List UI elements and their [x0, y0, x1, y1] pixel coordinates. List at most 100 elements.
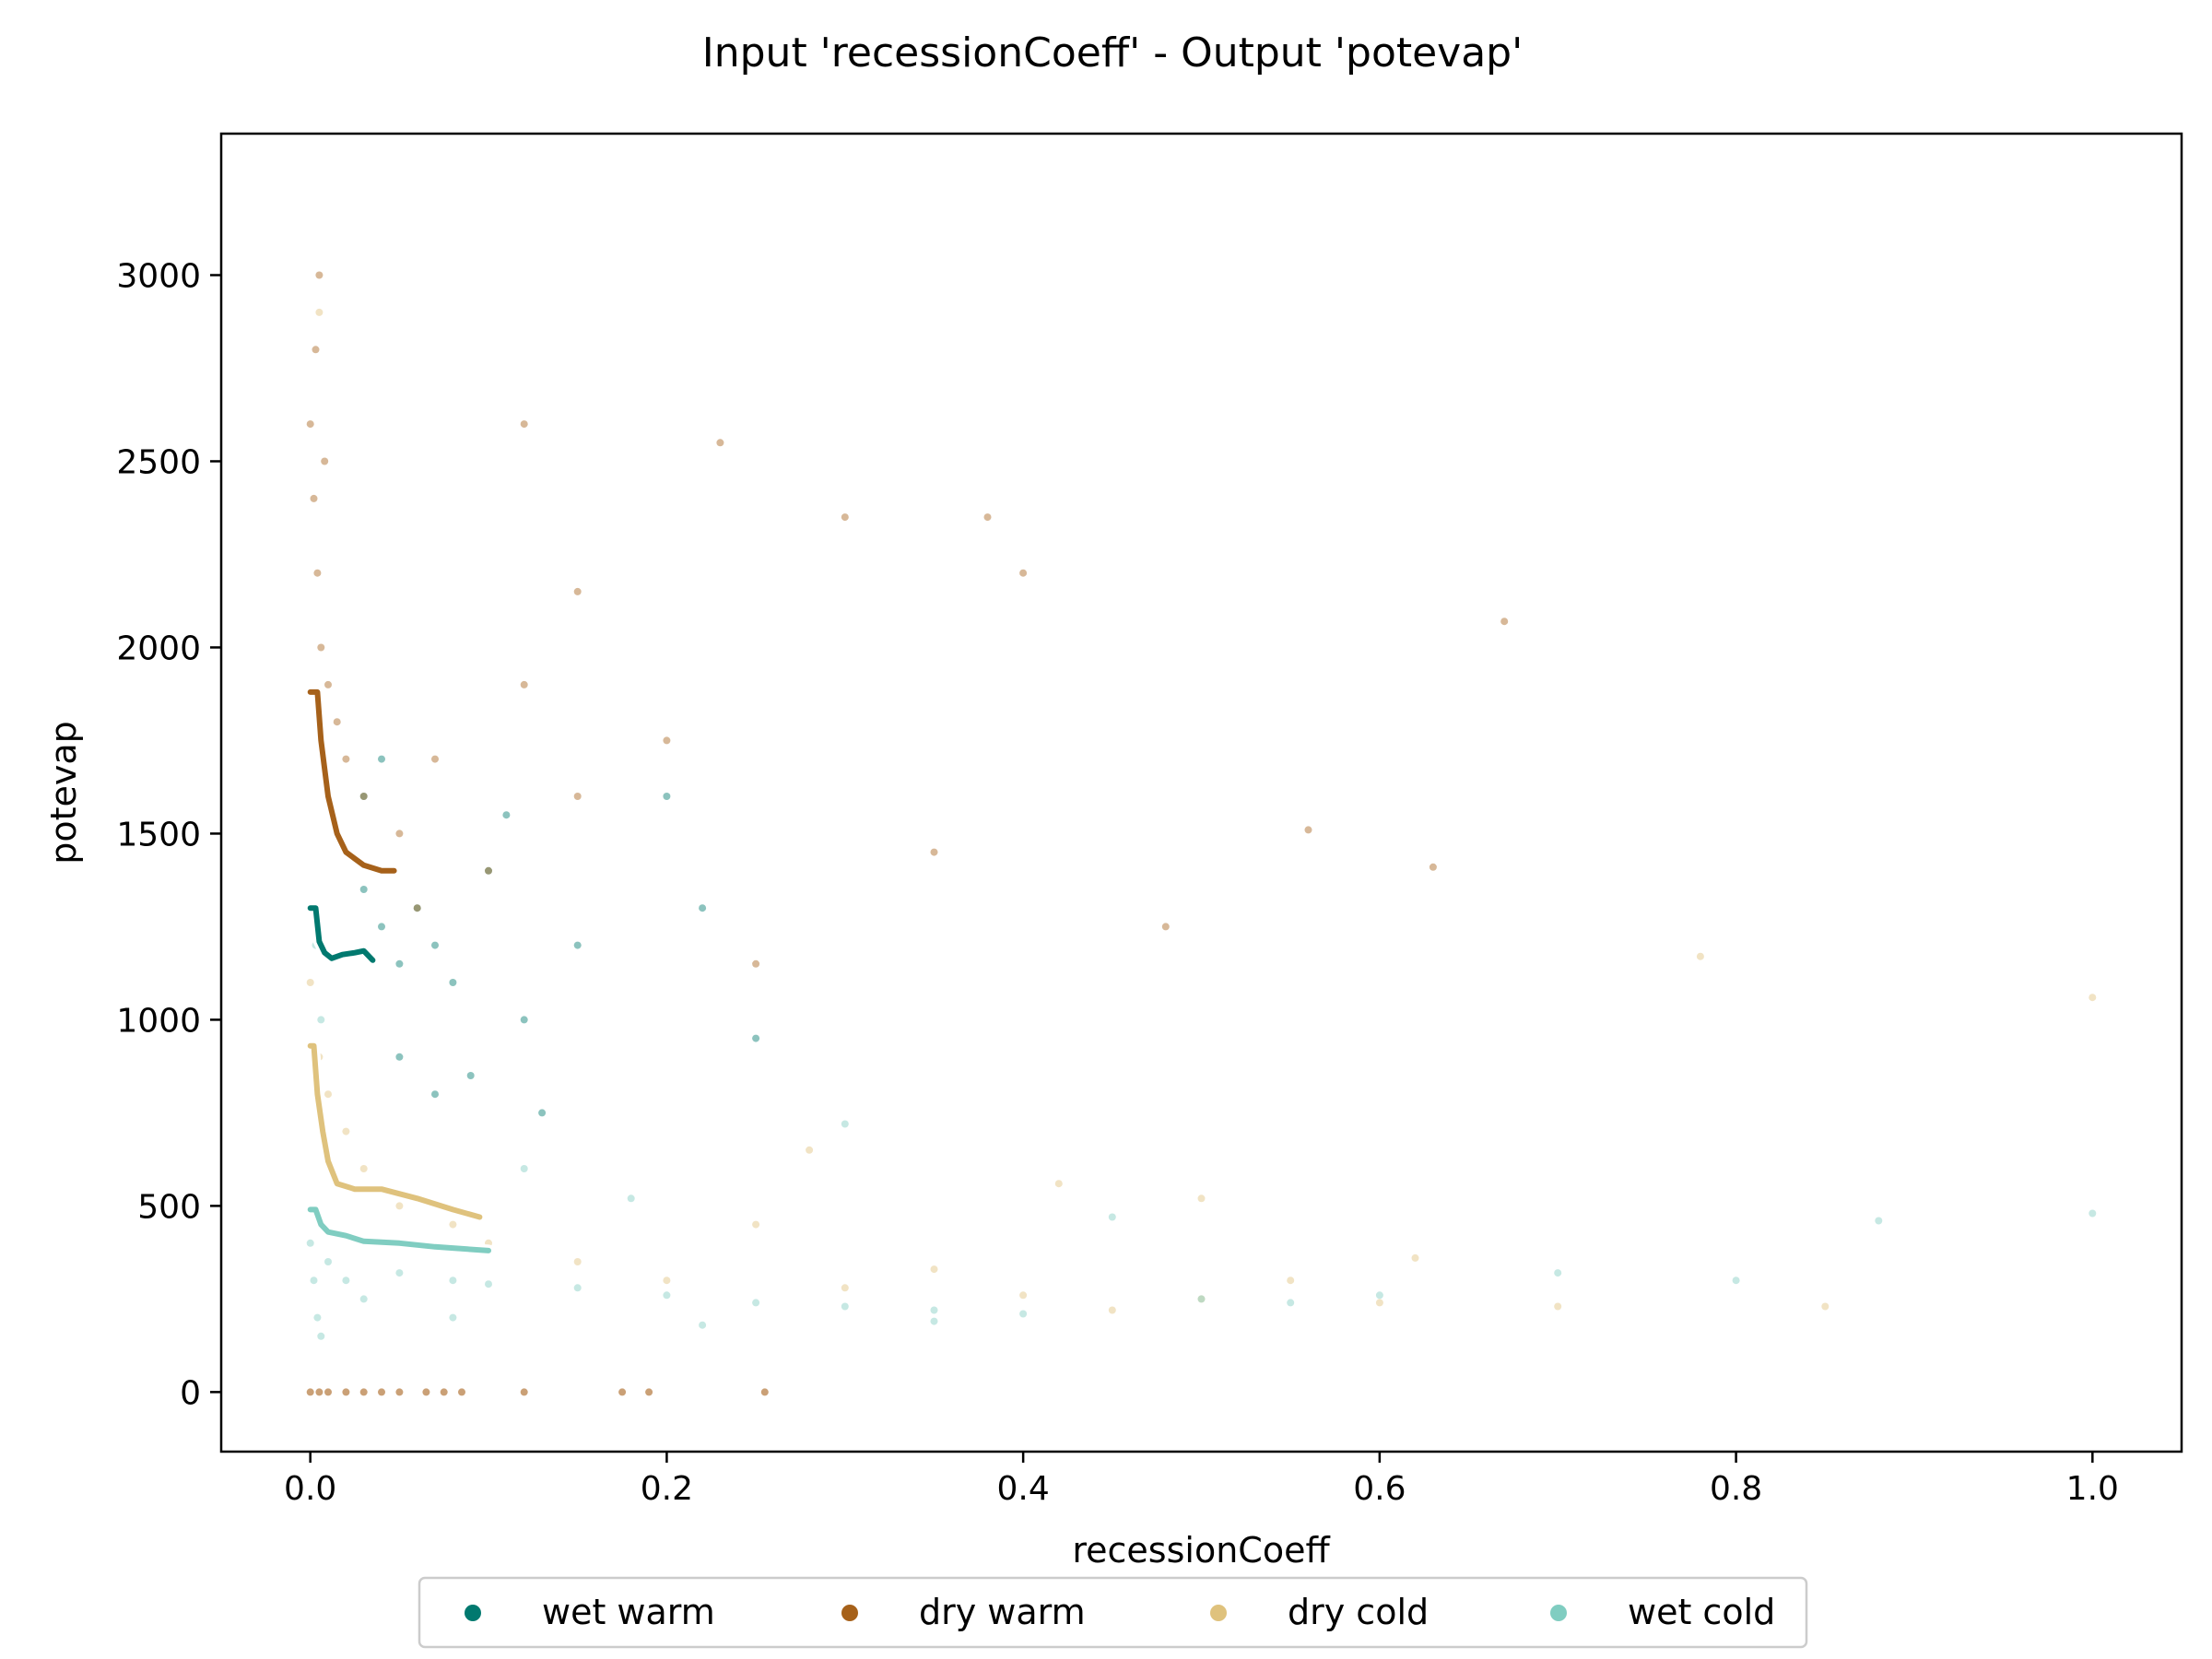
scatter-point-wet-cold [313, 1313, 322, 1322]
y-tick-label: 2500 [116, 443, 201, 481]
scatter-point-dry-warm [317, 643, 325, 652]
legend-label: wet warm [542, 1592, 715, 1632]
y-tick-label: 3000 [116, 258, 201, 296]
scatter-point-wet-warm [699, 904, 707, 912]
scatter-point-wet-cold [395, 1269, 404, 1277]
zero-value-point [760, 1388, 769, 1396]
scatter-point-dry-cold [2088, 994, 2097, 1002]
scatter-point-wet-cold [930, 1317, 938, 1325]
x-axis-label: recessionCoeff [1072, 1530, 1330, 1571]
legend-label: dry cold [1288, 1592, 1429, 1632]
scatter-point-dry-warm [1429, 863, 1437, 871]
zero-value-point [422, 1388, 430, 1396]
scatter-point-dry-cold [324, 1090, 332, 1099]
zero-value-point [342, 1388, 350, 1396]
scatter-point-dry-warm [312, 346, 320, 354]
scatter-point-wet-cold [359, 1295, 368, 1303]
scatter-point-dry-warm [315, 271, 324, 279]
legend-marker [1210, 1605, 1227, 1621]
scatter-point-dry-cold [1019, 1291, 1028, 1300]
scatter-point-dry-cold [1411, 1253, 1419, 1262]
y-tick-label: 2000 [116, 629, 201, 667]
zero-value-point [395, 1388, 404, 1396]
scatter-point-dry-cold [930, 1265, 938, 1274]
scatter-point-dry-warm [485, 866, 492, 875]
scatter-point-wet-cold [324, 1258, 332, 1265]
scatter-point-dry-cold [1696, 952, 1704, 960]
scatter-point-wet-warm [663, 793, 671, 800]
scatter-point-dry-warm [520, 680, 528, 688]
x-tick-label: 0.0 [284, 1470, 336, 1508]
scatter-point-dry-cold [1554, 1302, 1562, 1311]
trend-line-halo-dry-warm [304, 686, 401, 877]
scatter-point-wet-cold [573, 1284, 582, 1292]
scatter-point-wet-cold [699, 1321, 707, 1329]
y-tick-label: 1000 [116, 1002, 201, 1040]
legend-frame [418, 1576, 1808, 1649]
legend-marker [841, 1605, 858, 1621]
scatter-point-wet-cold [342, 1277, 350, 1285]
zero-value-point [645, 1388, 653, 1396]
x-tick-label: 1.0 [2066, 1470, 2119, 1508]
scatter-point-dry-warm [573, 587, 582, 595]
scatter-point-wet-cold [485, 1280, 492, 1288]
legend-label: wet cold [1628, 1592, 1775, 1632]
scatter-point-wet-warm [395, 959, 404, 968]
scatter-point-wet-warm [538, 1109, 547, 1117]
trend-line-dry-warm [307, 688, 397, 874]
scatter-point-dry-warm [333, 718, 341, 726]
scatter-point-wet-cold [663, 1291, 671, 1300]
x-tick-label: 0.4 [997, 1470, 1050, 1508]
trend-lines [304, 686, 495, 1257]
scatter-point-dry-warm [663, 736, 671, 745]
scatter-point-dry-warm [342, 755, 350, 763]
scatter-point-dry-warm [324, 680, 332, 688]
scatter-point-dry-cold [573, 1258, 582, 1265]
scatter-point-wet-cold [1375, 1291, 1383, 1300]
scatter-point-wet-cold [1019, 1310, 1028, 1318]
x-axis-ticks: 0.0 0.2 0.4 0.6 0.8 1.0 [284, 1452, 2119, 1508]
scatter-point-dry-warm [520, 420, 528, 429]
scatter-point-wet-warm [413, 904, 421, 912]
x-tick-label: 0.8 [1710, 1470, 1762, 1508]
scatter-point-wet-cold [627, 1194, 635, 1203]
scatter-point-dry-cold [359, 1165, 368, 1172]
scatter-point-wet-warm [449, 979, 457, 986]
scatter-points [306, 271, 2097, 1396]
y-axis-label: potevap [43, 721, 84, 865]
zero-value-point [458, 1388, 465, 1396]
scatter-point-dry-cold [449, 1220, 457, 1229]
scatter-point-wet-warm [431, 1090, 439, 1099]
scatter-point-dry-cold [1197, 1194, 1206, 1203]
scatter-point-dry-warm [310, 494, 318, 502]
zero-value-point [324, 1388, 332, 1396]
scatter-point-wet-warm [359, 793, 368, 800]
scatter-point-dry-warm [983, 513, 992, 522]
scatter-point-dry-cold [806, 1146, 814, 1154]
legend-marker [1550, 1605, 1567, 1621]
legend-item-wet-warm: wet warm [465, 1592, 715, 1632]
legend-label: dry warm [919, 1592, 1086, 1632]
scatter-point-wet-cold [449, 1277, 457, 1285]
scatter-point-dry-cold [342, 1127, 350, 1135]
scatter-point-dry-warm [841, 513, 849, 522]
scatter-point-dry-warm [930, 848, 938, 856]
scatter-point-wet-cold [841, 1120, 849, 1128]
scatter-point-dry-warm [395, 830, 404, 838]
scatter-point-dry-cold [315, 308, 324, 316]
scatter-point-dry-warm [1500, 618, 1509, 626]
legend-items: wet warm dry warm dry cold wet cold [465, 1592, 1775, 1632]
scatter-point-wet-cold [306, 1239, 314, 1247]
chart-title: Input 'recessionCoeff' - Output 'potevap… [702, 29, 1523, 76]
legend: wet warm dry warm dry cold wet cold [418, 1576, 1808, 1649]
scatter-point-dry-cold [1054, 1180, 1063, 1188]
zero-value-point [440, 1388, 448, 1396]
scatter-point-wet-cold [1554, 1269, 1562, 1277]
legend-item-dry-warm: dry warm [841, 1592, 1086, 1632]
scatter-point-dry-cold [1821, 1302, 1830, 1311]
zero-value-point [306, 1388, 314, 1396]
scatter-point-wet-warm [431, 941, 439, 949]
scatter-point-wet-warm [573, 941, 582, 949]
scatter-point-dry-warm [431, 755, 439, 763]
scatter-point-dry-warm [573, 793, 582, 800]
